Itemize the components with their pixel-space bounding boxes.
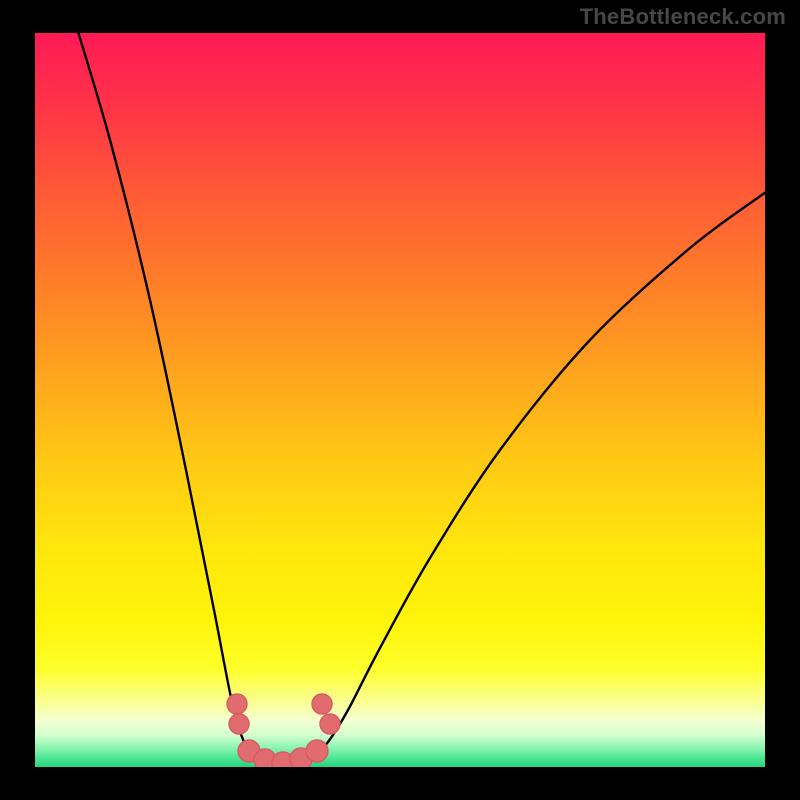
bottleneck-v-chart [0, 0, 800, 800]
data-point [306, 740, 328, 762]
data-point [320, 714, 340, 734]
gradient-background [34, 32, 766, 768]
chart-stage: TheBottleneck.com [0, 0, 800, 800]
watermark-text: TheBottleneck.com [580, 4, 786, 30]
data-point [229, 714, 249, 734]
data-point [312, 694, 332, 714]
data-point [227, 694, 247, 714]
